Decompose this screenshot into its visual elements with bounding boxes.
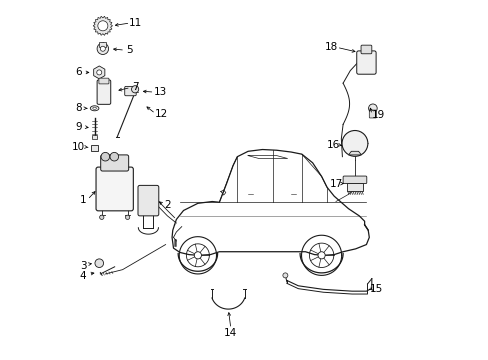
FancyBboxPatch shape	[96, 167, 133, 211]
Text: 10: 10	[72, 142, 85, 152]
Circle shape	[317, 252, 325, 259]
Text: 14: 14	[224, 328, 237, 338]
Bar	[346, 183, 362, 192]
Text: 6: 6	[75, 67, 82, 77]
Text: 2: 2	[164, 200, 170, 210]
Text: 12: 12	[154, 109, 167, 119]
Ellipse shape	[93, 107, 96, 109]
Text: 1: 1	[80, 195, 86, 205]
Circle shape	[125, 215, 129, 220]
Text: 7: 7	[132, 82, 139, 93]
Circle shape	[194, 252, 201, 259]
Circle shape	[98, 21, 108, 31]
Polygon shape	[94, 66, 104, 79]
Circle shape	[100, 46, 105, 51]
Circle shape	[282, 273, 287, 278]
Text: 18: 18	[325, 42, 338, 52]
Bar	[91, 145, 98, 150]
FancyBboxPatch shape	[124, 86, 136, 96]
Text: 13: 13	[153, 87, 166, 97]
Text: 15: 15	[369, 284, 382, 294]
FancyBboxPatch shape	[101, 155, 128, 171]
FancyBboxPatch shape	[97, 80, 110, 104]
Circle shape	[341, 131, 367, 156]
FancyBboxPatch shape	[360, 45, 371, 54]
Polygon shape	[93, 16, 112, 35]
Text: 17: 17	[329, 179, 343, 189]
FancyBboxPatch shape	[99, 78, 109, 84]
Text: 19: 19	[371, 110, 384, 120]
Polygon shape	[348, 151, 361, 155]
Text: 11: 11	[129, 18, 142, 28]
Text: 5: 5	[125, 45, 132, 55]
Text: 9: 9	[75, 122, 82, 132]
Text: 16: 16	[326, 140, 339, 150]
Circle shape	[97, 43, 108, 54]
Ellipse shape	[90, 106, 99, 111]
FancyBboxPatch shape	[356, 51, 375, 74]
Bar	[92, 135, 97, 139]
FancyBboxPatch shape	[343, 176, 366, 184]
FancyBboxPatch shape	[368, 110, 376, 118]
Text: 4: 4	[80, 271, 86, 281]
Circle shape	[368, 104, 376, 113]
Circle shape	[100, 215, 104, 220]
Circle shape	[131, 86, 139, 93]
Circle shape	[101, 152, 109, 161]
FancyBboxPatch shape	[99, 42, 106, 47]
Circle shape	[95, 259, 103, 267]
Text: 3: 3	[80, 261, 86, 271]
Circle shape	[97, 70, 102, 75]
Circle shape	[110, 152, 119, 161]
Text: 8: 8	[75, 103, 82, 113]
FancyBboxPatch shape	[138, 185, 159, 216]
